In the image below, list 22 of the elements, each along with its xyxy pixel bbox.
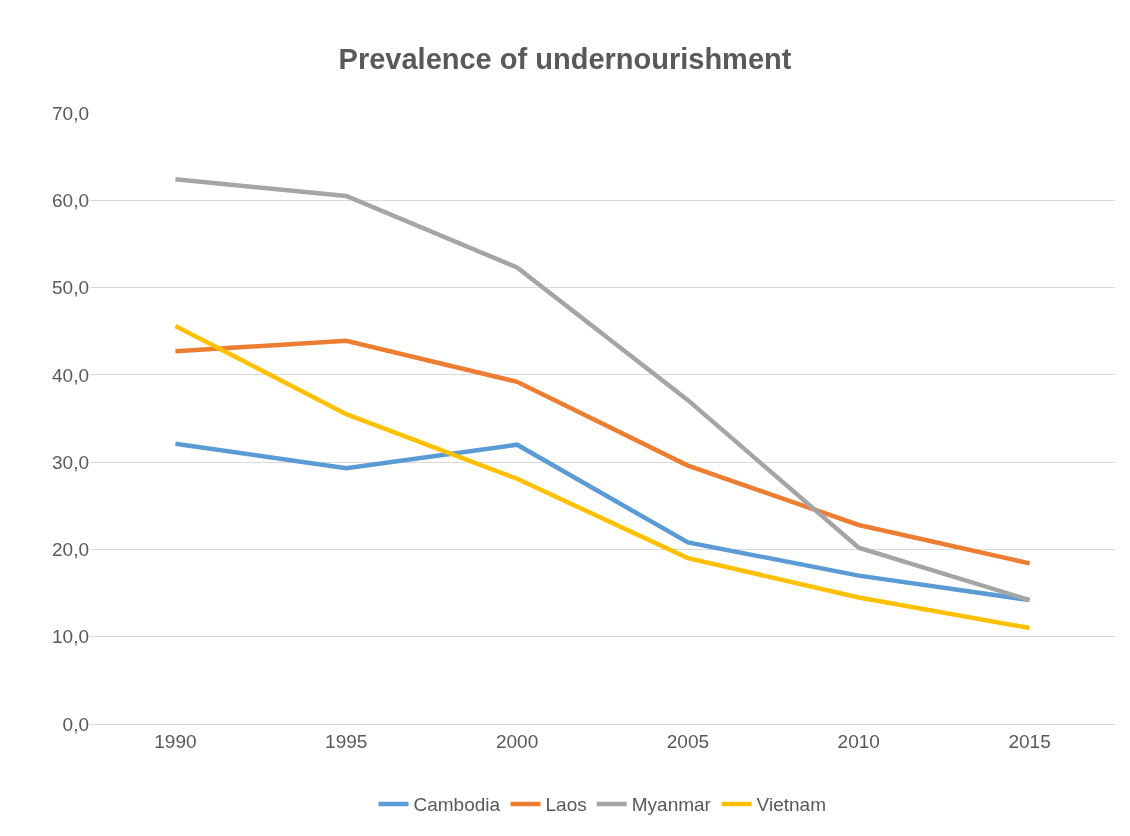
legend-label: Myanmar <box>631 794 712 816</box>
legend-label: Vietnam <box>756 794 826 816</box>
legend-label: Cambodia <box>413 794 501 816</box>
x-tick-label: 1995 <box>325 730 368 752</box>
line-series <box>173 323 1032 631</box>
x-tick-label: 2005 <box>666 730 710 752</box>
y-tick-label: 50,0 <box>52 277 89 299</box>
line-series <box>173 338 1032 566</box>
legend-label: Laos <box>545 794 587 816</box>
y-tick-label: 40,0 <box>52 364 89 386</box>
y-tick-label: 60,0 <box>52 189 89 211</box>
x-tick-label: 2010 <box>837 730 880 752</box>
y-tick-label: 70,0 <box>52 102 89 124</box>
y-tick-label: 0,0 <box>62 713 89 735</box>
y-tick-label: 30,0 <box>52 451 89 473</box>
chart-title: Prevalence of undernourishment <box>338 42 792 75</box>
x-tick-label: 2015 <box>1008 730 1051 752</box>
y-tick-label: 10,0 <box>52 626 89 648</box>
x-tick-label: 1990 <box>154 730 197 752</box>
line-series <box>173 177 1032 603</box>
x-tick-label: 2000 <box>495 730 539 752</box>
y-tick-label: 20,0 <box>52 539 89 561</box>
